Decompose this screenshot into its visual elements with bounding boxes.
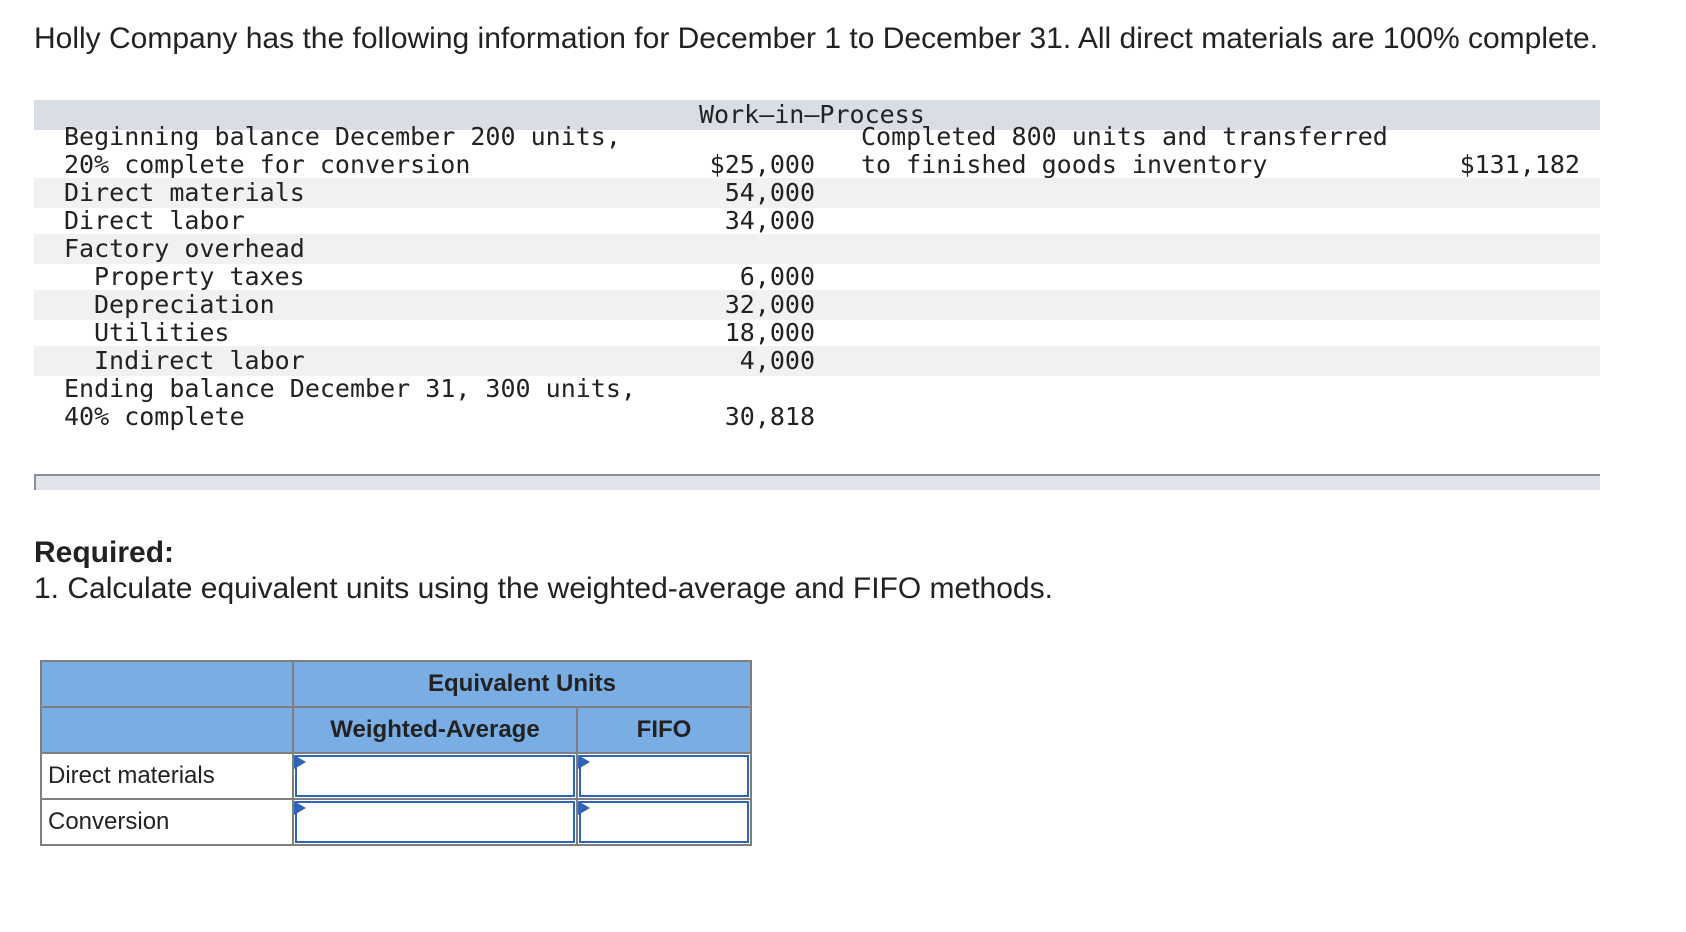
input-marker-icon: [294, 755, 306, 769]
t-account-title: Work–in–Process: [699, 100, 925, 129]
input-marker-icon: [578, 755, 590, 769]
debit-amount: 30,818: [724, 402, 815, 431]
debit-amount: 6,000: [739, 262, 815, 291]
equivalent-units-table: Equivalent Units Weighted-Average FIFO D…: [40, 660, 752, 846]
t-account-row: Depreciation 32,000: [34, 290, 1600, 320]
fifo-header: FIFO: [576, 706, 752, 754]
t-account-header: Work–in–Process: [34, 100, 1600, 130]
credit-amount: $131,182: [1459, 150, 1580, 179]
subheader-blank-cell: [40, 706, 294, 754]
table-row: Direct materials: [40, 752, 752, 800]
debit-amount: 32,000: [724, 290, 815, 319]
t-account-bottom-tick: [34, 474, 36, 490]
header-blank-cell: [40, 660, 294, 708]
conversion-weighted-average-input[interactable]: [295, 801, 575, 843]
debit-label: Depreciation: [94, 290, 275, 319]
table-header-row: Equivalent Units: [40, 660, 752, 708]
direct-materials-weighted-average-cell: [292, 752, 578, 800]
debit-label: Beginning balance December 200 units,: [64, 122, 621, 151]
t-account-row: Ending balance December 31, 300 units,: [34, 374, 1600, 404]
weighted-average-header: Weighted-Average: [292, 706, 578, 754]
conversion-fifo-input[interactable]: [579, 801, 749, 843]
debit-label: Factory overhead: [64, 234, 305, 263]
debit-amount: 18,000: [724, 318, 815, 347]
credit-label-line2: to finished goods inventory: [861, 150, 1268, 179]
t-account-row: Property taxes 6,000: [34, 262, 1600, 292]
t-account-bottom-rule: [34, 474, 1600, 490]
debit-amount: $25,000: [709, 150, 815, 179]
t-account-row: Indirect labor 4,000: [34, 346, 1600, 376]
row-stripe: [34, 178, 1600, 208]
debit-label: Direct labor: [64, 206, 245, 235]
debit-label: Indirect labor: [94, 346, 305, 375]
debit-label: Ending balance December 31, 300 units,: [64, 374, 636, 403]
debit-label: Property taxes: [94, 262, 305, 291]
equivalent-units-header: Equivalent Units: [292, 660, 752, 708]
t-account-row: Direct labor 34,000: [34, 206, 1600, 236]
t-account-row: Direct materials 54,000: [34, 178, 1600, 208]
conversion-fifo-cell: [576, 798, 752, 846]
row-stripe: [34, 346, 1600, 376]
input-marker-icon: [578, 801, 590, 815]
input-marker-icon: [294, 801, 306, 815]
direct-materials-weighted-average-input[interactable]: [295, 755, 575, 797]
work-in-process-t-account: Work–in–Process Beginning balance Decemb…: [34, 100, 1600, 490]
debit-label: 40% complete: [64, 402, 245, 431]
table-subheader-row: Weighted-Average FIFO: [40, 706, 752, 754]
row-label-conversion: Conversion: [40, 798, 294, 846]
t-account-row: Factory overhead: [34, 234, 1600, 264]
row-stripe: [34, 290, 1600, 320]
row-label-direct-materials: Direct materials: [40, 752, 294, 800]
debit-label: Direct materials: [64, 178, 305, 207]
debit-amount: 54,000: [724, 178, 815, 207]
conversion-weighted-average-cell: [292, 798, 578, 846]
t-account-row: 40% complete 30,818: [34, 402, 1600, 432]
row-stripe: [34, 234, 1600, 264]
required-heading: Required:: [34, 536, 175, 569]
problem-intro: Holly Company has the following informat…: [34, 22, 1599, 55]
debit-label: Utilities: [94, 318, 230, 347]
table-row: Conversion: [40, 798, 752, 846]
t-account-row: Utilities 18,000: [34, 318, 1600, 348]
t-account-row: Beginning balance December 200 units, Co…: [34, 122, 1600, 152]
direct-materials-fifo-input[interactable]: [579, 755, 749, 797]
credit-label-line1: Completed 800 units and transferred: [861, 122, 1388, 151]
debit-label: 20% complete for conversion: [64, 150, 471, 179]
required-instruction: 1. Calculate equivalent units using the …: [34, 572, 1053, 605]
direct-materials-fifo-cell: [576, 752, 752, 800]
t-account-row: 20% complete for conversion $25,000 to f…: [34, 150, 1600, 180]
debit-amount: 4,000: [739, 346, 815, 375]
debit-amount: 34,000: [724, 206, 815, 235]
